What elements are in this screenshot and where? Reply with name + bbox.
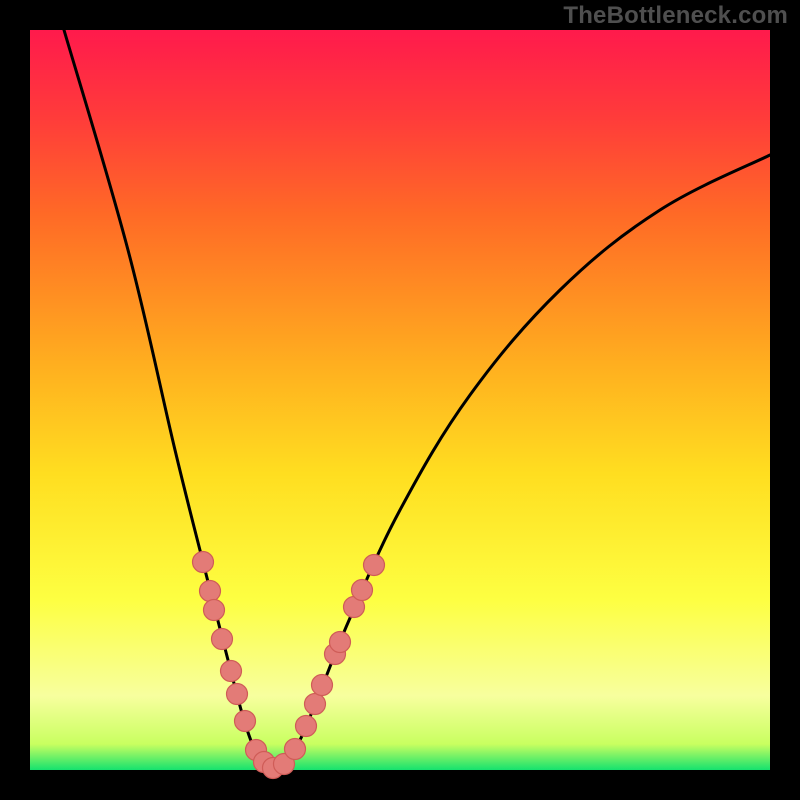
- curve-layer: [0, 0, 800, 800]
- data-marker: [312, 675, 333, 696]
- data-marker: [352, 580, 373, 601]
- data-marker: [221, 661, 242, 682]
- data-marker: [200, 581, 221, 602]
- data-marker: [364, 555, 385, 576]
- data-marker: [235, 711, 256, 732]
- data-marker: [330, 632, 351, 653]
- data-marker: [212, 629, 233, 650]
- data-marker: [193, 552, 214, 573]
- bottleneck-curve: [64, 30, 770, 770]
- data-marker: [305, 694, 326, 715]
- watermark-text: TheBottleneck.com: [563, 2, 788, 30]
- data-marker: [204, 600, 225, 621]
- data-marker: [285, 739, 306, 760]
- data-marker: [227, 684, 248, 705]
- chart-frame: TheBottleneck.com: [0, 0, 800, 800]
- data-marker: [296, 716, 317, 737]
